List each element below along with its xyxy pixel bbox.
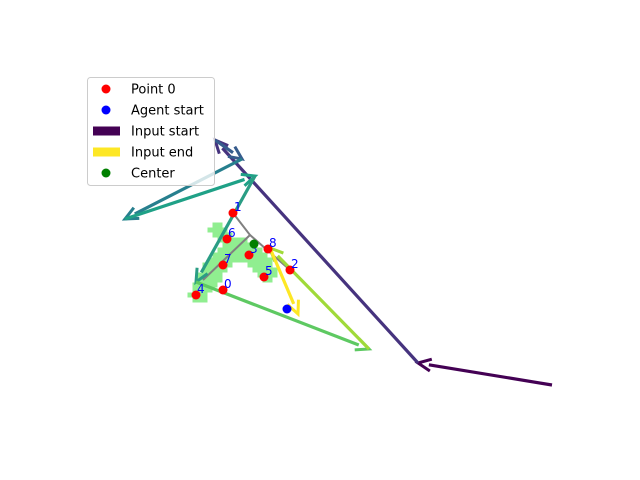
legend-label: Input start	[131, 125, 199, 140]
region-cell	[218, 278, 223, 283]
point-label: 1	[234, 200, 242, 214]
legend-patch	[93, 148, 120, 157]
region-cell	[203, 298, 208, 303]
region-cell	[258, 263, 263, 268]
point-label: 0	[224, 277, 232, 291]
region-cell	[273, 268, 278, 273]
numbered-points: 0 1 2 3 4 5 6 7 8	[192, 200, 299, 314]
region-cell	[273, 273, 278, 278]
agent-start-marker	[283, 305, 292, 314]
region-cell	[213, 223, 218, 228]
point-label: 8	[269, 236, 277, 250]
point-label: 4	[197, 282, 205, 296]
region-cell	[208, 228, 213, 233]
region-cell	[213, 233, 218, 238]
point-label: 6	[228, 226, 236, 240]
region-cell	[218, 248, 223, 253]
input-arrow-7	[270, 248, 369, 349]
region-cell	[218, 228, 223, 233]
region-cell	[213, 273, 218, 278]
region-cell	[258, 258, 263, 263]
legend-label: Input end	[131, 146, 193, 161]
region-cell	[248, 263, 253, 268]
region-cell	[213, 258, 218, 263]
region-cell	[233, 253, 238, 258]
region-cell	[253, 263, 258, 268]
point-label: 5	[265, 264, 273, 278]
region-cell	[258, 248, 263, 253]
region-cell	[238, 258, 243, 263]
arrow-shaft	[429, 365, 552, 385]
region-cell	[258, 268, 263, 273]
region-cell	[213, 228, 218, 233]
legend-patch	[93, 127, 120, 136]
point-label: 2	[291, 257, 299, 271]
legend-marker	[102, 169, 111, 178]
region-cell	[218, 223, 223, 228]
region-cell	[268, 258, 273, 263]
legend-label: Point 0	[131, 83, 176, 98]
region-cell	[258, 253, 263, 258]
region-cell	[243, 243, 248, 248]
region-cell	[253, 258, 258, 263]
region-cell	[263, 258, 268, 263]
region-cell	[238, 248, 243, 253]
region-cell	[213, 283, 218, 288]
region-cell	[233, 258, 238, 263]
region-cell	[218, 253, 223, 258]
point-label: 7	[224, 252, 232, 266]
input-arrow-0	[418, 359, 552, 385]
legend-marker	[102, 106, 111, 115]
region-cell	[253, 268, 258, 273]
region-cell	[208, 278, 213, 283]
region-cell	[238, 253, 243, 258]
region-cell	[213, 278, 218, 283]
legend-marker	[102, 85, 111, 94]
arrow-head	[228, 147, 242, 159]
legend-label: Agent start	[131, 104, 204, 119]
center-marker	[250, 240, 259, 249]
region-cell	[218, 273, 223, 278]
legend-label: Center	[131, 167, 175, 182]
legend: Point 0 Agent start Input start Input end Ce…	[88, 78, 215, 186]
